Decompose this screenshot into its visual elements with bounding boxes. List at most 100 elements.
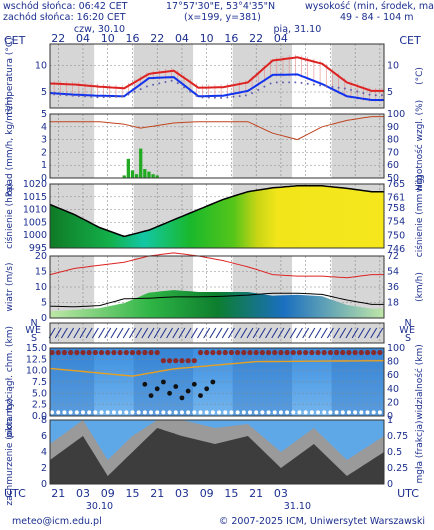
dewpoint-dot	[288, 81, 291, 84]
hour-tick-label: 10	[200, 32, 214, 45]
dewpoint-dot	[139, 88, 142, 91]
dewpoint-dot	[189, 90, 192, 93]
cloud-mid-dot	[210, 379, 216, 385]
compass-label: N	[30, 318, 37, 329]
hour-tick-label: 22	[51, 32, 65, 45]
cloud-base-dot	[93, 410, 98, 415]
wind-gust-line	[49, 252, 384, 279]
y2-tick-label: 0.5	[387, 447, 402, 458]
hour-tick-label: 22	[249, 32, 263, 45]
hour-tick-label: 16	[125, 32, 139, 45]
dewpoint-dot	[226, 96, 229, 99]
wind-arrow	[197, 327, 204, 339]
dewpoint-dot	[145, 85, 148, 88]
wind-arrow	[104, 327, 112, 339]
cloud-base-dot	[142, 410, 147, 415]
cloud-base-dot	[316, 410, 321, 415]
wind-arrow	[246, 327, 254, 339]
night-shade	[331, 323, 384, 343]
cloud-base-dot	[377, 410, 382, 415]
cloud-top-dot	[98, 349, 105, 356]
cloud-base-dot	[149, 410, 154, 415]
date-label: czw, 30.10	[74, 24, 125, 35]
night-shade	[331, 114, 384, 178]
wind-arrow	[147, 327, 155, 339]
cloud-base-dot	[99, 410, 104, 415]
precip-bar	[134, 174, 139, 178]
wind-arrow	[339, 327, 347, 339]
y2-tick-label: 90	[387, 122, 399, 133]
cloud-base-dot	[371, 410, 376, 415]
dewpoint-dot	[269, 82, 272, 85]
y-tick-label: 1000	[23, 230, 47, 241]
cloud-base-dot	[136, 410, 141, 415]
y-tick-label: 4	[41, 122, 47, 133]
y2-tick-label: 80	[387, 135, 399, 146]
cloud-base-dot	[74, 410, 79, 415]
y2-tick-label: 1	[387, 415, 393, 426]
cloud-top-dot	[117, 349, 123, 356]
dewpoint-dot	[319, 84, 322, 87]
dewpoint-dot	[275, 81, 278, 84]
dewpoint-dot	[374, 94, 377, 97]
cloud-top-dot	[105, 349, 111, 356]
y-tick-label: 1020	[23, 179, 47, 190]
cloud-top-dot	[284, 349, 290, 356]
tz-label-right: CET	[399, 34, 421, 47]
y2-tick-label: 0	[387, 411, 393, 422]
dewpoint-dot	[312, 83, 315, 86]
y-tick-label: 8	[41, 415, 47, 426]
y2-tick-label: 754	[387, 217, 405, 228]
cloud-base-dot	[285, 410, 290, 415]
cloud-top-dot	[371, 349, 377, 356]
pressure-panel-border	[49, 183, 385, 249]
y-tick-label: 0.0	[32, 411, 47, 422]
cloud-base-dot	[353, 410, 358, 415]
wind-ylabel-right: (km/h)	[415, 272, 425, 302]
cloud-base-dot	[254, 410, 259, 415]
cloud-top-dot	[210, 349, 216, 356]
cloud-top-dot	[377, 349, 383, 356]
cloud-top-dot	[197, 349, 204, 356]
cloud-mid-dot	[167, 390, 172, 396]
hour-tick-label: 09	[200, 487, 214, 500]
cloud-base-dot	[198, 410, 203, 415]
email-text: meteo@icm.edu.pl	[12, 516, 102, 527]
cloud-top-dot	[228, 349, 235, 356]
y-tick-label: 5.0	[32, 388, 47, 399]
y-tick-label: 2	[41, 463, 47, 474]
wind-arrow	[221, 327, 229, 339]
dewpoint-dot	[90, 95, 93, 98]
cloud-base-dot	[266, 410, 271, 415]
y-tick-label: 0	[41, 479, 47, 490]
pressure-area	[50, 185, 384, 248]
precip-bar	[155, 175, 159, 178]
y2-tick-label: 10	[387, 60, 399, 71]
wind-mean-line	[49, 292, 384, 308]
hour-tick-label: 15	[125, 487, 139, 500]
dewpoint-dot	[133, 90, 136, 93]
dewpoint-dot	[176, 82, 179, 85]
cloud-base-dot	[118, 410, 123, 415]
tz-label-left: CET	[4, 34, 26, 47]
cloud-top-dot	[321, 349, 327, 356]
cloud-top-dot	[185, 358, 191, 364]
dewpoint-dot	[337, 86, 340, 89]
wind-arrow	[73, 327, 81, 339]
dewpoint-dot	[306, 82, 309, 85]
temp-ylabel-right: (°C)	[415, 67, 425, 85]
y-tick-label: 6	[41, 431, 47, 442]
cloud-base-dot	[87, 410, 92, 415]
cloud-base-dot	[309, 410, 314, 415]
wind-arrow	[166, 327, 174, 339]
wind-arrow	[54, 327, 62, 339]
dewpoint-dot	[59, 93, 62, 96]
wind-arrow	[209, 327, 217, 339]
night-shade	[232, 44, 293, 108]
cloud-mid-dot	[148, 393, 154, 398]
dewpoint-dot	[164, 81, 167, 84]
cloud-base-dot	[167, 410, 172, 415]
cloud-top-dot	[315, 349, 321, 356]
cloud-top-dot	[253, 349, 259, 356]
dewpoint-dot	[362, 92, 365, 95]
